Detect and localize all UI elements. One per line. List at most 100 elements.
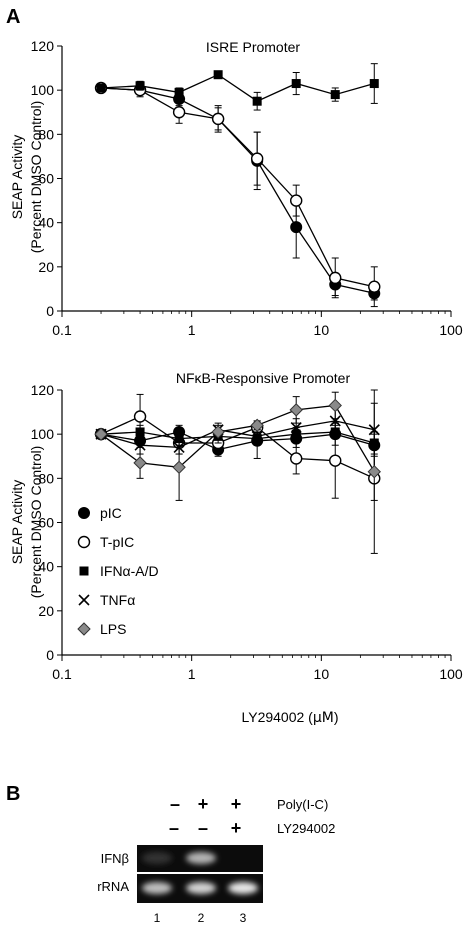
- series-line: [100, 73, 375, 102]
- legend: pIC T-pIC IFNα-A/D TNFα LPS: [77, 505, 159, 637]
- lane-1-number: 1: [154, 911, 161, 925]
- series-line: [100, 420, 375, 449]
- y-tick-label: 100: [31, 82, 55, 98]
- y-tick-label: 40: [38, 215, 54, 231]
- data-point: [290, 194, 303, 207]
- lane-2-ly294002-sign: –: [198, 818, 208, 838]
- data-point: [211, 425, 225, 439]
- ifnb-band: [142, 852, 172, 864]
- y-tick-label: 20: [38, 259, 54, 275]
- data-point: [94, 427, 108, 441]
- data-point: [213, 70, 223, 80]
- series-t-pic: [94, 81, 381, 308]
- data-point: [172, 106, 186, 119]
- nfkb-responsive-promoter-chart: NFκB-Responsive Promoter SEAP Activity (…: [9, 370, 463, 726]
- y-tick-label: 120: [31, 38, 55, 54]
- lane-3-number: 3: [240, 911, 247, 925]
- data-point: [250, 418, 264, 433]
- series-line: [100, 415, 375, 479]
- data-point: [291, 79, 301, 89]
- legend-marker: [77, 535, 91, 549]
- data-point: [172, 460, 186, 474]
- series-ifna-a-d: [96, 63, 379, 111]
- data-point: [252, 96, 262, 106]
- y-tick-label: 0: [46, 647, 54, 663]
- lane-3-polyic-sign: +: [231, 794, 242, 814]
- panel-a-label: A: [6, 6, 20, 28]
- gel-panel: – + + – – + Poly(I-C) LY294002 IFNβ rRNA…: [97, 794, 335, 925]
- legend-label: TNFα: [100, 592, 135, 608]
- y-axis-label-line1: SEAP Activity: [9, 480, 25, 565]
- data-point: [289, 403, 303, 417]
- x-axis-label: LY294002 (μM): [241, 709, 338, 726]
- isre-promoter-chart: ISRE Promoter SEAP Activity (Percent DMS…: [9, 38, 463, 338]
- y-axis-label-line2: (Percent DMSO Control): [28, 101, 44, 253]
- x-tick-label: 1: [188, 322, 196, 338]
- data-point: [329, 454, 342, 467]
- y-axis-label-line2: (Percent DMSO Control): [28, 446, 44, 598]
- data-point: [290, 421, 302, 434]
- y-tick-label: 80: [38, 126, 54, 142]
- rrna-band: [228, 882, 258, 894]
- lane-1-ly294002-sign: –: [169, 818, 179, 838]
- legend-label: pIC: [100, 505, 122, 521]
- data-point: [368, 424, 380, 436]
- rrna-band: [142, 882, 172, 894]
- chart-title: ISRE Promoter: [206, 39, 300, 55]
- lane-1-polyic-sign: –: [170, 794, 180, 814]
- y-tick-label: 0: [46, 303, 54, 319]
- legend-marker: [77, 622, 91, 636]
- y-tick-label: 60: [38, 171, 54, 187]
- y-tick-label: 60: [38, 515, 54, 531]
- series-line: [100, 431, 375, 444]
- data-point: [328, 398, 342, 413]
- panel-b-label: B: [6, 783, 20, 805]
- chart-title: NFκB-Responsive Promoter: [176, 370, 351, 386]
- x-tick-label: 10: [314, 322, 330, 338]
- y-tick-label: 20: [38, 603, 54, 619]
- lane-2-number: 2: [198, 911, 205, 925]
- data-point: [133, 410, 147, 423]
- lane-2-polyic-sign: +: [198, 794, 209, 814]
- x-tick-label: 1: [188, 666, 196, 682]
- x-tick-label: 100: [439, 322, 463, 338]
- data-point: [134, 439, 146, 451]
- data-point: [368, 280, 381, 293]
- legend-marker: [79, 566, 89, 576]
- data-point: [329, 415, 341, 427]
- series-pic: [95, 81, 381, 301]
- series-lps: [94, 391, 381, 501]
- legend-label: IFNα-A/D: [100, 563, 159, 579]
- data-point: [135, 427, 145, 437]
- legend-marker: [78, 594, 90, 606]
- x-tick-label: 0.1: [52, 666, 72, 682]
- x-tick-label: 100: [439, 666, 463, 682]
- data-point: [290, 452, 303, 465]
- y-axis-label-line1: SEAP Activity: [9, 135, 25, 220]
- y-tick-label: 80: [38, 470, 54, 486]
- data-point: [369, 79, 379, 89]
- y-tick-label: 100: [31, 426, 55, 442]
- lane-3-ly294002-sign: +: [231, 818, 242, 838]
- legend-marker: [78, 507, 90, 519]
- series-line: [100, 431, 375, 451]
- series-line: [100, 87, 375, 294]
- x-tick-label: 0.1: [52, 322, 72, 338]
- data-point: [135, 81, 145, 91]
- data-point: [367, 465, 381, 479]
- polyic-treatment-label: Poly(I-C): [277, 797, 328, 812]
- data-point: [330, 90, 340, 100]
- data-point: [250, 152, 264, 165]
- rrna-band: [186, 882, 216, 894]
- legend-label: T-pIC: [100, 534, 134, 550]
- data-point: [174, 87, 184, 97]
- series-line: [100, 87, 375, 288]
- rrna-row-label: rRNA: [97, 879, 129, 894]
- series-line: [100, 404, 375, 473]
- legend-label: LPS: [100, 621, 126, 637]
- data-point: [211, 112, 225, 126]
- data-point: [251, 430, 263, 442]
- ifnb-row-label: IFNβ: [101, 851, 129, 866]
- data-point: [133, 456, 147, 470]
